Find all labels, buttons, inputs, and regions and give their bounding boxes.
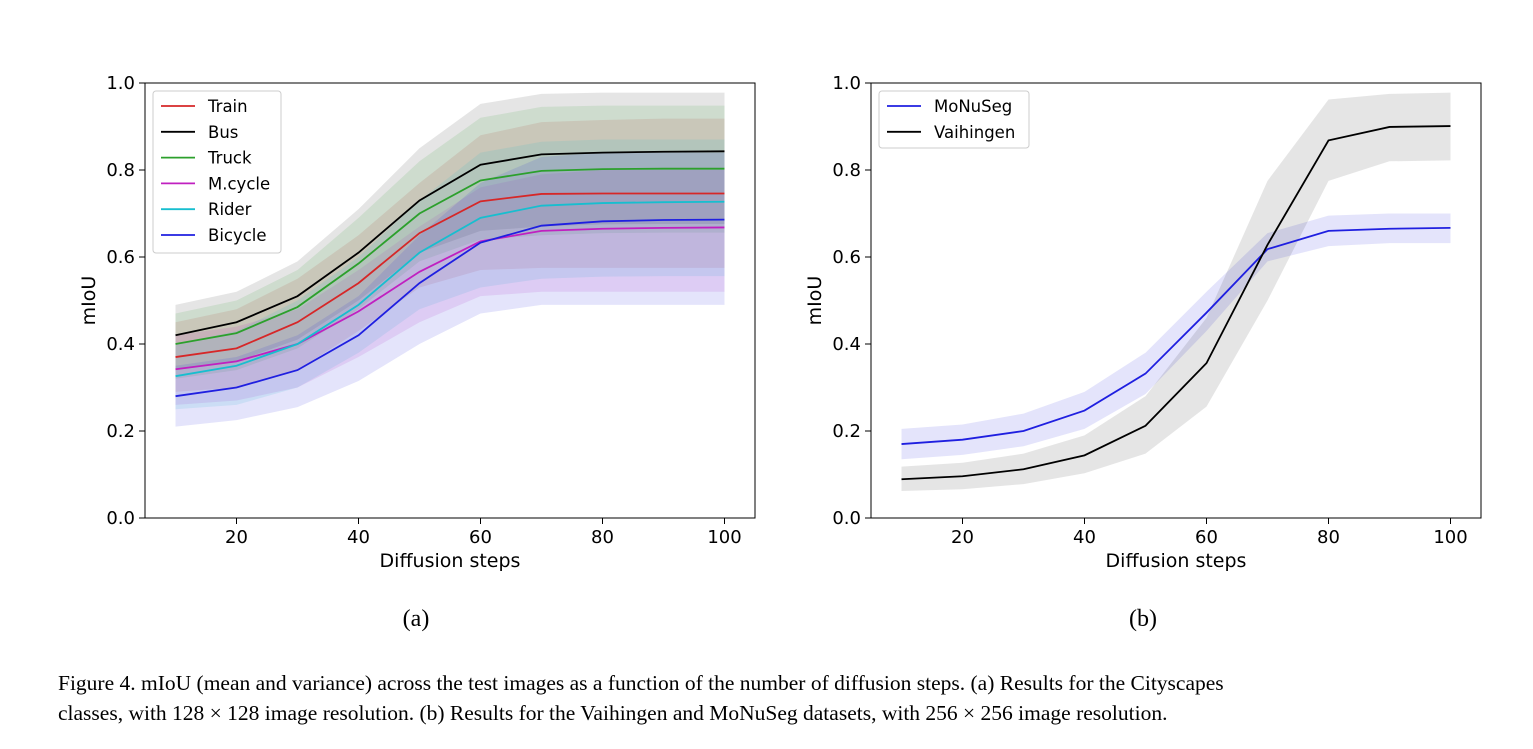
x-tick-label: 60	[1195, 527, 1218, 548]
y-tick-label: 0.2	[106, 421, 135, 442]
x-tick-label: 60	[469, 527, 492, 548]
legend: MoNuSeg Vaihingen	[878, 90, 1030, 149]
variance-band-bus	[175, 92, 725, 371]
series-line-truck	[175, 167, 725, 345]
legend-label-rider: Rider	[208, 200, 252, 219]
series-line-rider	[175, 200, 725, 378]
series-line-vaihingen	[901, 125, 1451, 481]
y-tick-label: 0.8	[832, 160, 861, 181]
legend-label-monuseg: MoNuSeg	[934, 97, 1012, 116]
legend-label-vaihingen: Vaihingen	[934, 123, 1015, 142]
x-axis-label: Diffusion steps	[380, 550, 521, 572]
variance-band-vaihingen	[901, 92, 1451, 492]
chart-panel-a: 20 40 60 80 100 0.0 0.2 0.4 0.6 0.8 1.0 Diffusion s…	[78, 73, 756, 572]
variance-band-train	[175, 118, 725, 392]
y-axis-label: mIoU	[804, 276, 826, 326]
y-tick-label: 1.0	[106, 73, 135, 94]
chart-panel-b: 20 40 60 80 100 0.0 0.2 0.4 0.6 0.8 1.0 Diffusion s…	[804, 73, 1482, 572]
x-tick-label: 100	[707, 527, 741, 548]
plot-frame	[870, 82, 1482, 519]
series-line-train	[175, 192, 725, 358]
legend-label-train: Train	[207, 97, 248, 116]
panel-label-b: (b)	[1129, 606, 1157, 632]
legend: Train Bus Truck M.cycle Rider Bicycle	[152, 90, 282, 254]
figure-caption: Figure 4. mIoU (mean and variance) acros…	[58, 668, 1518, 728]
y-tick-label: 1.0	[832, 73, 861, 94]
x-tick-label: 40	[347, 527, 370, 548]
y-tick-label: 0.0	[832, 508, 861, 529]
series-line-m-cycle	[175, 226, 725, 371]
y-tick-label: 0.2	[832, 421, 861, 442]
x-tick-label: 100	[1433, 527, 1467, 548]
x-axis-label: Diffusion steps	[1106, 550, 1247, 572]
y-tick-label: 0.0	[106, 508, 135, 529]
y-tick-label: 0.4	[106, 334, 135, 355]
x-tick-label: 40	[1073, 527, 1096, 548]
variance-band-truck	[175, 105, 725, 379]
variance-band-bicycle	[175, 152, 725, 427]
series-line-monuseg	[901, 226, 1451, 445]
figure: 20 40 60 80 100 0.0 0.2 0.4 0.6 0.8 1.0 Diffusion s…	[78, 73, 1482, 632]
legend-label-truck: Truck	[207, 149, 252, 168]
legend-label-bus: Bus	[208, 123, 238, 142]
y-tick-label: 0.6	[106, 247, 135, 268]
legend-label-m-cycle: M.cycle	[208, 174, 270, 193]
y-axis-label: mIoU	[78, 276, 100, 326]
x-tick-label: 20	[951, 527, 974, 548]
variance-band-monuseg	[901, 213, 1451, 460]
plot-frame	[144, 82, 756, 519]
x-tick-label: 20	[225, 527, 248, 548]
y-tick-label: 0.8	[106, 160, 135, 181]
y-tick-label: 0.4	[832, 334, 861, 355]
series-line-bus	[175, 150, 725, 337]
x-tick-label: 80	[591, 527, 614, 548]
y-tick-label: 0.6	[832, 247, 861, 268]
series-line-bicycle	[175, 218, 725, 398]
caption-line-2: classes, with 128 × 128 image resolution…	[58, 701, 1168, 725]
panel-label-a: (a)	[403, 606, 430, 632]
variance-band-rider	[175, 139, 725, 410]
legend-label-bicycle: Bicycle	[208, 226, 267, 245]
caption-line-1: Figure 4. mIoU (mean and variance) acros…	[58, 671, 1224, 695]
x-tick-label: 80	[1317, 527, 1340, 548]
